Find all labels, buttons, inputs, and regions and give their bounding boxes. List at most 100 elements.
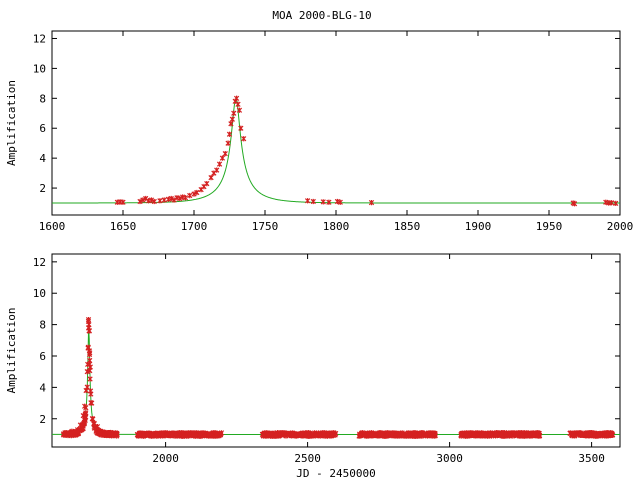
data-point — [458, 431, 465, 437]
y-tick-label: 4 — [39, 381, 46, 394]
x-tick-label: 1750 — [252, 220, 279, 233]
plot-area — [52, 316, 620, 439]
plot-frame — [51, 253, 621, 448]
data-point — [290, 430, 296, 436]
data-point — [160, 432, 166, 439]
data-point — [399, 430, 405, 436]
data-point — [569, 433, 575, 439]
data-point — [321, 432, 327, 438]
data-point — [526, 433, 533, 439]
data-point — [486, 430, 493, 437]
y-tick-label: 10 — [33, 287, 46, 300]
data-point — [337, 199, 343, 205]
data-point — [228, 121, 234, 127]
data-point — [586, 431, 592, 438]
data-point — [73, 429, 80, 435]
data-point — [233, 95, 240, 101]
y-axis-label: Amplification — [5, 307, 18, 393]
data-point — [594, 433, 600, 439]
data-point — [91, 421, 97, 427]
data-point — [214, 167, 220, 173]
x-tick-label: 1850 — [394, 220, 421, 233]
data-point — [85, 318, 92, 325]
data-point — [186, 432, 192, 438]
y-tick-label: 2 — [39, 182, 46, 195]
y-tick-label: 12 — [33, 32, 46, 45]
data-point — [198, 432, 204, 438]
data-point — [136, 433, 142, 439]
x-tick-label: 1700 — [181, 220, 208, 233]
data-point — [137, 198, 143, 205]
chart-title: MOA 2000-BLG-10 — [272, 9, 371, 22]
data-point — [304, 198, 311, 204]
data-point — [465, 433, 471, 439]
data-point — [471, 432, 477, 438]
x-tick-label: 1950 — [536, 220, 563, 233]
x-tick-label: 2000 — [607, 220, 634, 233]
x-tick-label: 1600 — [39, 220, 66, 233]
data-point — [320, 199, 326, 205]
data-point — [166, 431, 173, 437]
y-tick-label: 2 — [39, 413, 46, 426]
data-point — [81, 421, 88, 427]
data-point — [582, 431, 588, 437]
data-point — [431, 430, 437, 437]
data-point — [68, 431, 74, 437]
data-point — [241, 136, 247, 142]
data-point — [157, 198, 163, 204]
data-point — [93, 428, 99, 434]
data-point — [226, 131, 233, 137]
data-point — [377, 431, 383, 438]
data-point — [578, 432, 585, 438]
data-point — [396, 431, 402, 437]
data-point — [406, 430, 412, 436]
data-point — [231, 110, 237, 116]
data-point — [273, 433, 279, 439]
data-point — [168, 195, 174, 202]
data-point — [182, 195, 189, 201]
data-point — [309, 431, 315, 438]
data-point — [282, 430, 288, 436]
data-point — [515, 430, 521, 436]
plot-frame — [51, 30, 621, 216]
data-point — [172, 430, 179, 437]
y-tick-label: 8 — [39, 92, 46, 105]
data-point — [101, 432, 107, 438]
data-point — [608, 430, 614, 436]
model-curve — [52, 327, 620, 435]
data-point — [106, 431, 112, 437]
data-point — [299, 430, 305, 436]
data-point — [82, 415, 88, 421]
data-point — [608, 200, 615, 206]
x-tick-label: 1650 — [110, 220, 137, 233]
data-point — [260, 432, 266, 439]
data-point — [417, 431, 423, 437]
data-point — [194, 189, 200, 196]
data-point — [506, 433, 513, 439]
data-point — [87, 357, 93, 364]
data-point — [502, 431, 509, 437]
data-point — [492, 430, 498, 437]
data-point — [161, 197, 167, 203]
data-point — [120, 199, 126, 205]
data-point — [83, 405, 89, 411]
data-point — [329, 432, 335, 439]
data-point — [326, 199, 332, 205]
y-tick-label: 10 — [33, 62, 46, 75]
data-point — [613, 200, 619, 206]
bottom-panel: 2 4 6 8 10 12 2000 2500 3000 3500 Amplification JD … — [5, 253, 621, 480]
data-point — [86, 325, 92, 331]
data-point — [426, 430, 432, 436]
data-point — [151, 198, 157, 205]
data-point — [413, 432, 419, 439]
data-point — [265, 432, 271, 439]
data-point — [88, 400, 94, 406]
data-point — [385, 430, 391, 436]
y-axis-label: Amplification — [5, 80, 18, 166]
y-tick-label: 8 — [39, 319, 46, 332]
y-tick-label: 6 — [39, 350, 46, 363]
data-point — [89, 415, 95, 422]
data-point — [225, 140, 231, 146]
